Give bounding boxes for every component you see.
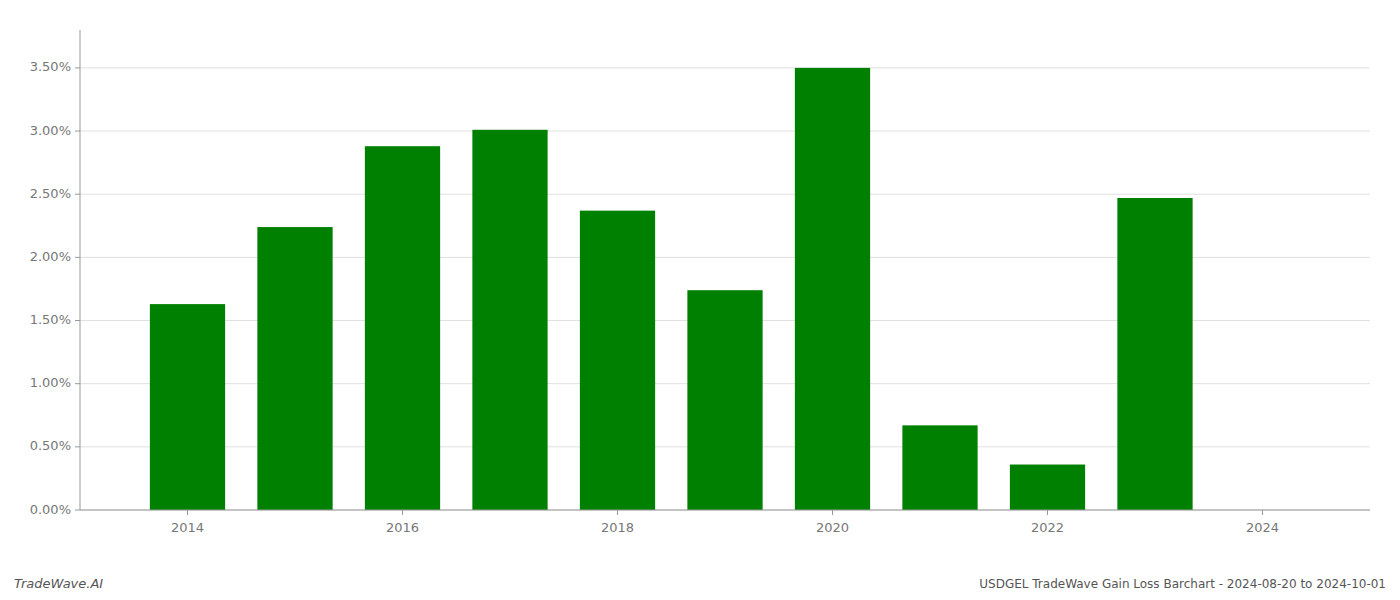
- grid-line: [80, 67, 1370, 68]
- y-tick: [75, 194, 80, 195]
- y-tick-label: 3.50%: [30, 59, 71, 74]
- y-tick-label: 1.00%: [30, 375, 71, 390]
- bar: [902, 425, 977, 510]
- bar: [1117, 198, 1192, 510]
- bar: [472, 130, 547, 510]
- y-tick: [75, 67, 80, 68]
- y-tick-label: 2.00%: [30, 249, 71, 264]
- axes: 0.00% 0.50% 1.00% 1.50% 2.00% 2.50% 3.00% 3.50%…: [30, 30, 1370, 535]
- x-tick: [1262, 510, 1263, 515]
- y-tick: [75, 320, 80, 321]
- x-tick-label: 2014: [171, 520, 204, 535]
- x-tick: [1047, 510, 1048, 515]
- y-tick-label: 1.50%: [30, 312, 71, 327]
- bar: [1010, 465, 1085, 510]
- title: USDGEL TradeWave Gain Loss Barchart - 20…: [979, 577, 1386, 591]
- x-tick: [832, 510, 833, 515]
- y-tick-label: 0.00%: [30, 502, 71, 517]
- x-tick-label: 2020: [816, 520, 849, 535]
- bar: [150, 304, 225, 510]
- bar: [365, 146, 440, 510]
- bar: [580, 211, 655, 510]
- y-tick: [75, 383, 80, 384]
- grid-line: [80, 131, 1370, 132]
- bar: [687, 290, 762, 510]
- x-tick: [187, 510, 188, 515]
- chart-svg: 0.00% 0.50% 1.00% 1.50% 2.00% 2.50% 3.00% 3.50%…: [0, 0, 1400, 600]
- chart-container: 0.00% 0.50% 1.00% 1.50% 2.00% 2.50% 3.00% 3.50%…: [0, 0, 1400, 600]
- y-tick-label: 2.50%: [30, 186, 71, 201]
- y-tick: [75, 446, 80, 447]
- bar: [257, 227, 332, 510]
- x-tick-label: 2024: [1246, 520, 1279, 535]
- y-tick-label: 3.00%: [30, 123, 71, 138]
- y-axis-line: [80, 30, 81, 510]
- y-tick-label: 0.50%: [30, 438, 71, 453]
- bars: [150, 68, 1193, 510]
- grid-line: [80, 194, 1370, 195]
- y-tick: [75, 510, 80, 511]
- y-tick: [75, 257, 80, 258]
- x-tick-label: 2022: [1031, 520, 1064, 535]
- x-tick: [617, 510, 618, 515]
- watermark: TradeWave.AI: [14, 576, 103, 591]
- grid-line: [80, 510, 1370, 511]
- x-tick: [402, 510, 403, 515]
- x-tick-label: 2016: [386, 520, 419, 535]
- y-tick: [75, 131, 80, 132]
- x-axis-line: [80, 510, 1370, 511]
- bar: [795, 68, 870, 510]
- grid: [80, 68, 1370, 510]
- x-tick-label: 2018: [601, 520, 634, 535]
